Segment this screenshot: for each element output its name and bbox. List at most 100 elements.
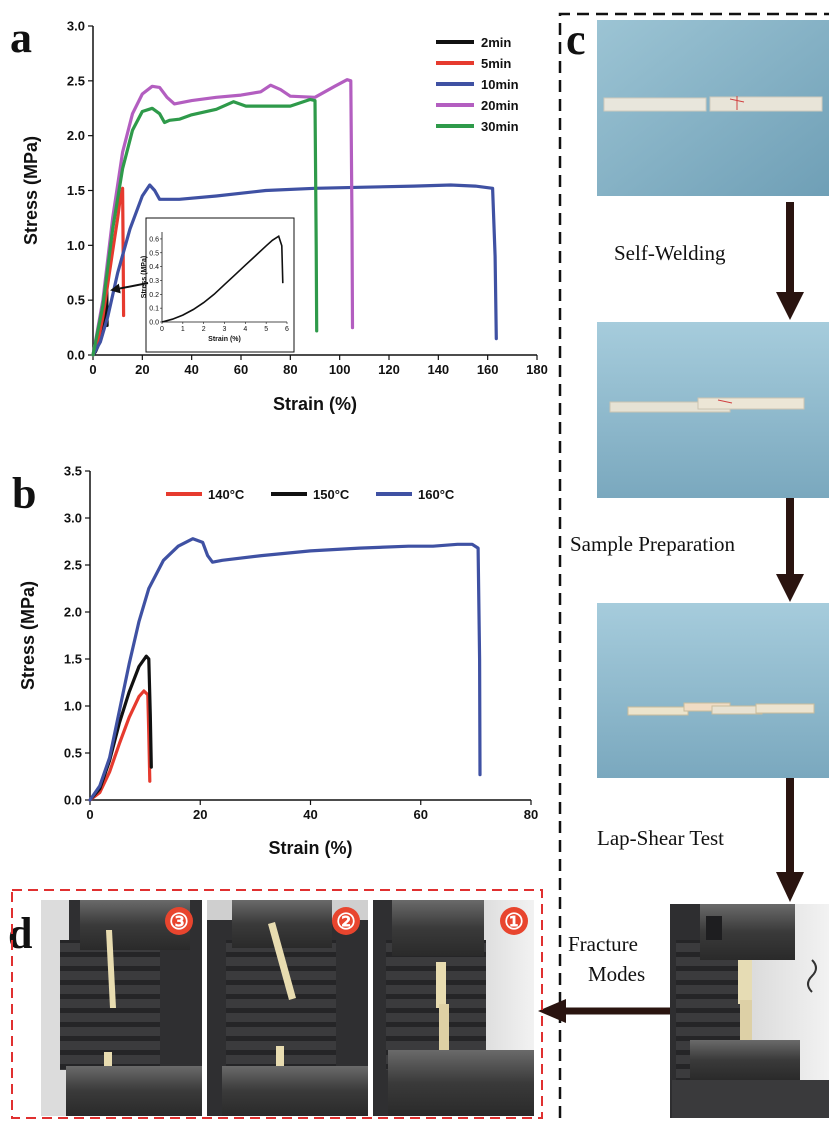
photo-separated-strips [597, 20, 829, 196]
x-tick-label: 0 [86, 807, 93, 822]
y-tick-label: 0.5 [67, 293, 85, 308]
y-tick-label: 0.5 [64, 746, 82, 761]
legend-label: 160°C [418, 487, 455, 502]
inset-x-tick-label: 5 [264, 326, 268, 333]
y-tick-label: 3.5 [64, 464, 82, 479]
inset-frame [145, 217, 295, 353]
inset-x-tick-label: 4 [243, 326, 247, 333]
x-tick-label: 180 [526, 362, 548, 377]
inset-x-tick-label: 3 [223, 326, 227, 333]
arrow-head-left [538, 999, 566, 1023]
x-tick-label: 20 [135, 362, 149, 377]
photo-tensile-tester [670, 904, 829, 1118]
series-line-20min [91, 78, 355, 357]
inset-y-tick-label: 0.6 [149, 236, 159, 243]
inset-y-tick-label: 0.5 [149, 250, 159, 257]
x-tick-label: 120 [378, 362, 400, 377]
panel-letter-c: c [566, 15, 586, 64]
inset-y-tick-label: 0.3 [149, 278, 159, 285]
mode-3-number: ③ [169, 909, 189, 934]
series-line-140C [88, 689, 152, 802]
mode-2-badge [332, 907, 360, 935]
x-tick-label: 0 [89, 362, 96, 377]
photo-fracture-mode-3: ③ [41, 900, 202, 1116]
photo-lap-shear-sample [597, 603, 829, 778]
panel-d: ③ ② ① [11, 889, 543, 1119]
y-tick-label: 3.0 [64, 511, 82, 526]
x-axis-title: Strain (%) [268, 838, 352, 858]
series-line-150C [88, 654, 153, 802]
fracture-modes-label-line1: Fracture [568, 932, 638, 956]
mode-2-number: ② [336, 909, 356, 934]
x-tick-label: 40 [184, 362, 198, 377]
panel-letter-a: a [10, 13, 32, 62]
chart-b-series [88, 537, 482, 802]
y-tick-label: 1.0 [67, 238, 85, 253]
inset-x-tick-label: 1 [181, 326, 185, 333]
x-tick-label: 80 [283, 362, 297, 377]
y-axis-title: Stress (MPa) [21, 136, 41, 245]
legend-label: 140°C [208, 487, 245, 502]
y-tick-label: 1.5 [67, 183, 85, 198]
x-tick-label: 40 [303, 807, 317, 822]
series-line-10min [91, 183, 498, 357]
inset-x-tick-label: 2 [202, 326, 206, 333]
chart-a-axes: 0 20 40 60 80 100 120 140 160 1800.00.51.01.52.02… [21, 19, 548, 414]
panel-d-dashed-frame [11, 889, 543, 1119]
chart-a-inset: 0 1 2 3 4 5 6 0.0 0.1 0.2 0.3 0.4 0.5 0.6 Strain (%) St… [110, 217, 295, 353]
legend-label: 150°C [313, 487, 350, 502]
chart-b-axes: 0 20 40 60 80 0.0 0.5 1.0 1.5 2.0 2.5 3.0 3.5 Strain … [18, 464, 538, 858]
step-label-sample-preparation: Sample Preparation [570, 532, 736, 556]
chart-b-legend: 140°C 150°C 160°C [166, 487, 455, 502]
mode-1-badge [500, 907, 528, 935]
legend-label: 20min [481, 98, 519, 113]
inset-y-tick-label: 0.1 [149, 306, 159, 313]
y-tick-label: 2.0 [67, 128, 85, 143]
inset-y-tick-label: 0.0 [149, 320, 159, 327]
chart-b: 0 20 40 60 80 0.0 0.5 1.0 1.5 2.0 2.5 3.0 3.5 Strain … [18, 464, 538, 858]
y-tick-label: 0.0 [67, 348, 85, 363]
inset-y-tick-label: 0.4 [149, 264, 159, 271]
mode-1-number: ① [504, 909, 524, 934]
chart-a: 0 20 40 60 80 100 120 140 160 1800.00.51.01.52.02… [21, 19, 548, 414]
photo-fracture-mode-1: ① [373, 900, 534, 1116]
chart-a-series [91, 78, 498, 357]
legend-label: 5min [481, 56, 511, 71]
mode-3-badge [165, 907, 193, 935]
panel-letter-b: b [12, 469, 36, 518]
photo-fracture-mode-2: ② [207, 900, 368, 1116]
x-tick-label: 100 [329, 362, 351, 377]
y-tick-label: 0.0 [64, 793, 82, 808]
inset-y-title: Stress (MPa) [141, 256, 148, 298]
x-tick-label: 140 [427, 362, 449, 377]
x-tick-label: 80 [524, 807, 538, 822]
step-label-lap-shear-test: Lap-Shear Test [597, 826, 724, 850]
series-line-160C [88, 537, 482, 802]
y-tick-label: 1.0 [64, 699, 82, 714]
inset-pointer-arrow [110, 282, 149, 294]
y-tick-label: 2.5 [67, 73, 85, 88]
arrow-head-2 [776, 574, 804, 602]
x-axis-title: Strain (%) [273, 394, 357, 414]
y-axis-title: Stress (MPa) [18, 581, 38, 690]
photo-overlapped-sample [597, 322, 829, 498]
series-line-5min [91, 186, 126, 357]
panel-c: Self-Welding Sample Preparation Lap-Shea… [538, 12, 829, 1118]
inset-y-tick-label: 0.2 [149, 292, 159, 299]
series-line-30min [91, 97, 319, 357]
y-tick-label: 2.0 [64, 605, 82, 620]
x-tick-label: 160 [477, 362, 499, 377]
y-tick-label: 3.0 [67, 19, 85, 34]
fracture-modes-label-line2: Modes [588, 962, 645, 986]
inset-series-line [161, 234, 284, 323]
inset-x-tick-label: 0 [160, 326, 164, 333]
x-tick-label: 60 [234, 362, 248, 377]
x-tick-label: 20 [193, 807, 207, 822]
inset-x-title: Strain (%) [208, 336, 241, 343]
x-tick-label: 60 [414, 807, 428, 822]
legend-label: 10min [481, 77, 519, 92]
step-label-self-welding: Self-Welding [614, 241, 726, 265]
arrow-head-1 [776, 292, 804, 320]
legend-label: 30min [481, 119, 519, 134]
